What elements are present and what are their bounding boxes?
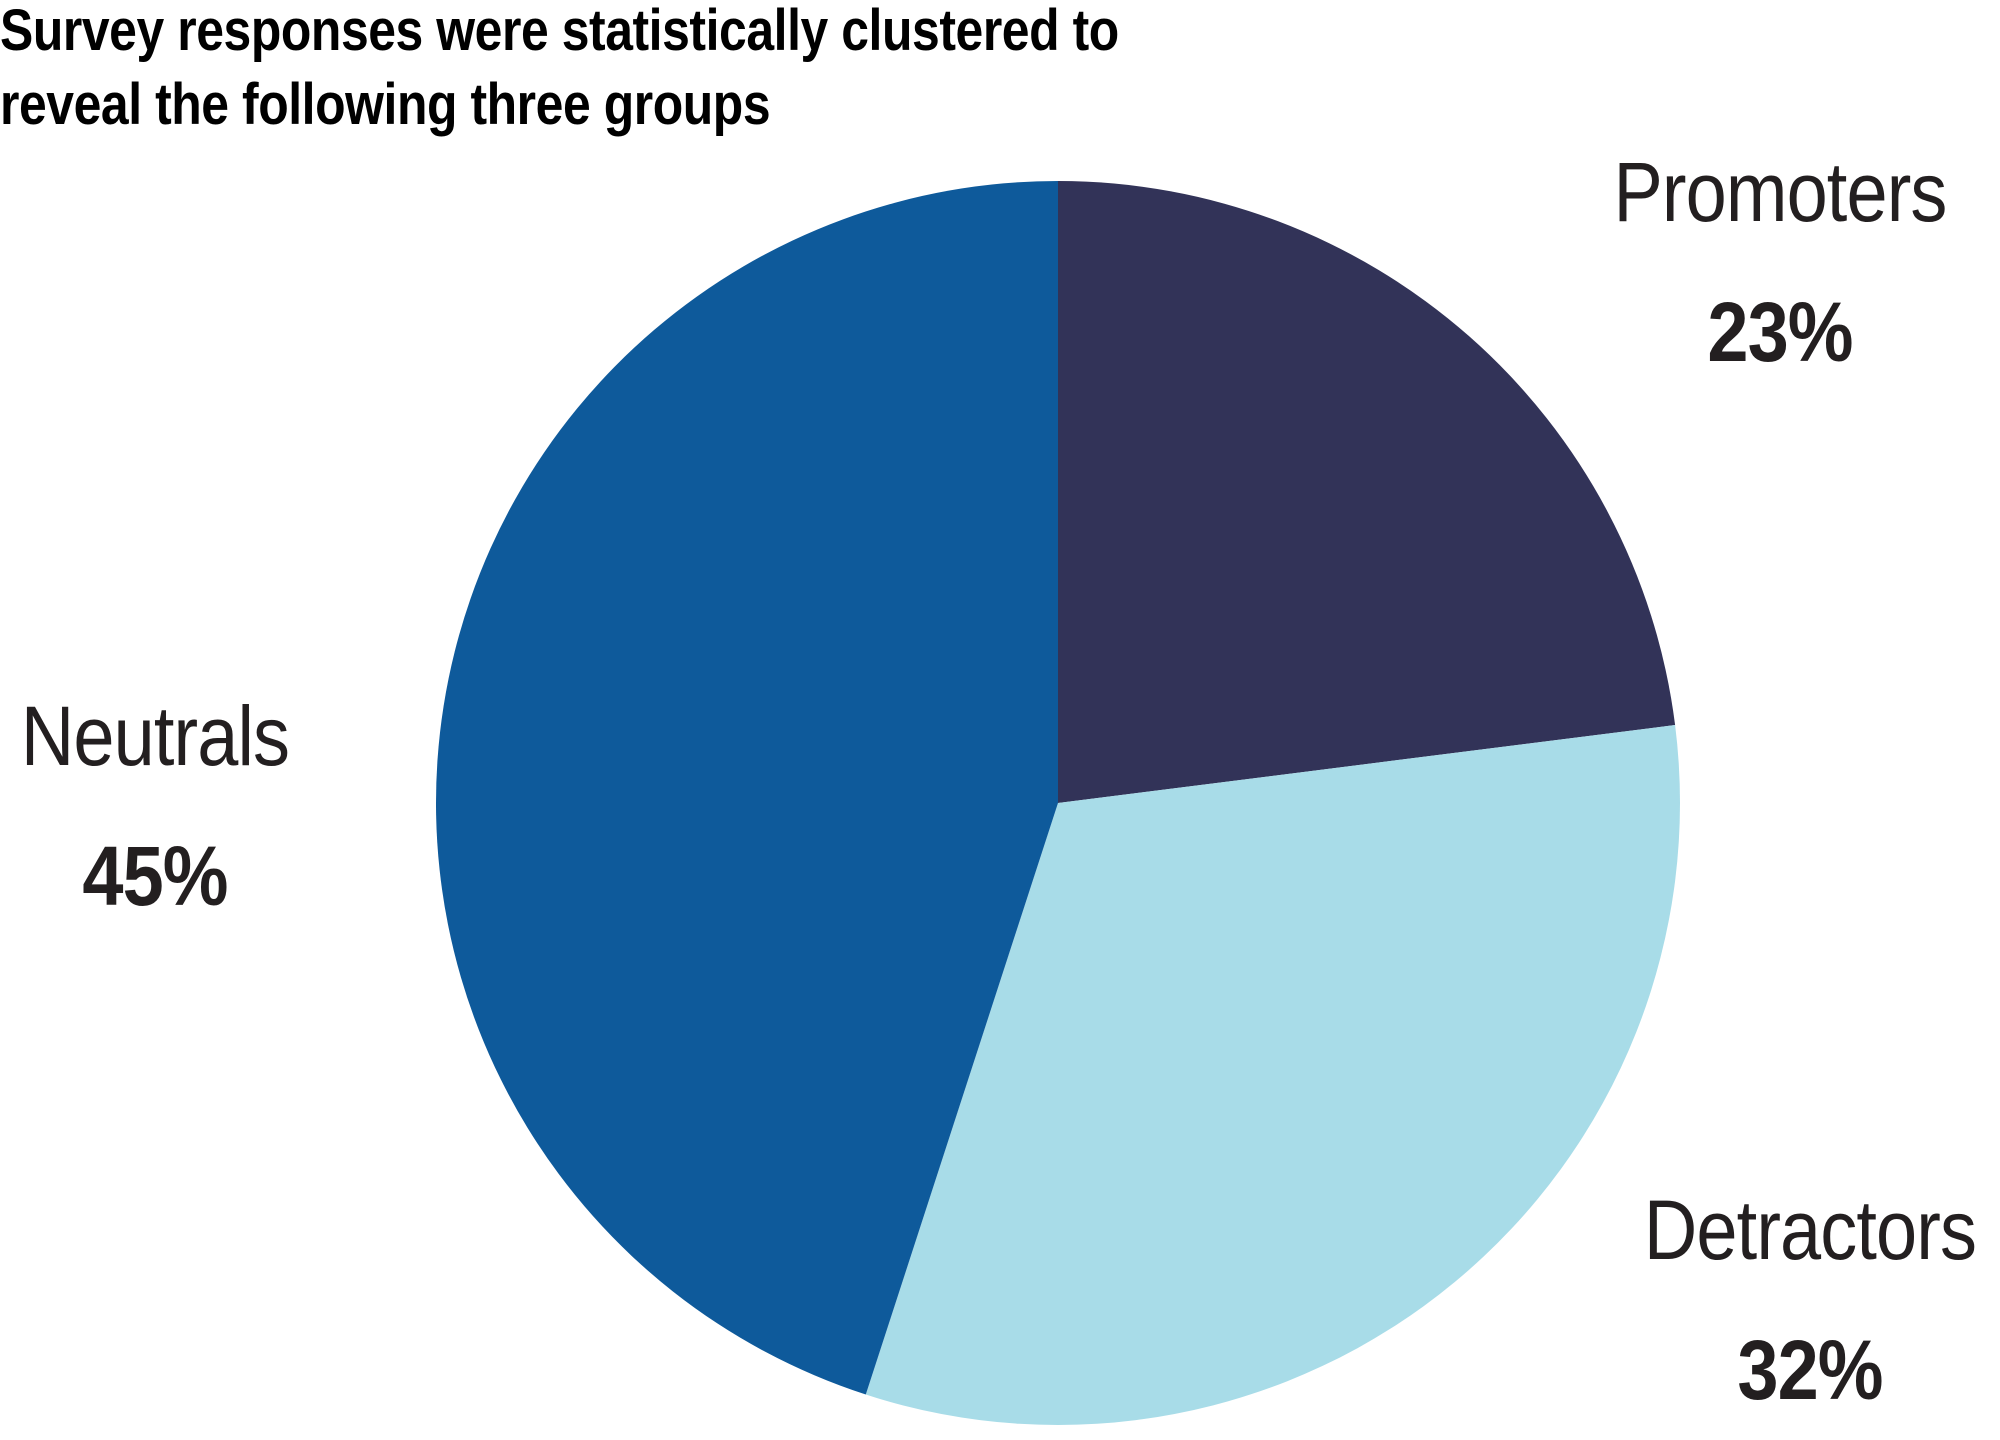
slice-percent-neutrals: 45% bbox=[82, 829, 228, 923]
slice-name-promoters: Promoters bbox=[1613, 145, 1947, 239]
label-detractors: Detractors 32% bbox=[1620, 1180, 2000, 1420]
label-promoters: Promoters 23% bbox=[1580, 142, 1980, 382]
chart-title: Survey responses were statistically clus… bbox=[0, 0, 1119, 137]
slice-name-neutrals: Neutrals bbox=[20, 689, 290, 783]
pie-slice-neutrals bbox=[436, 181, 1058, 1395]
label-neutrals: Neutrals 45% bbox=[0, 686, 310, 926]
slice-percent-detractors: 32% bbox=[1737, 1323, 1883, 1417]
pie-slice-detractors bbox=[865, 725, 1680, 1425]
pie-slice-promoters bbox=[1058, 181, 1676, 803]
slice-percent-promoters: 23% bbox=[1707, 285, 1853, 379]
slice-name-detractors: Detractors bbox=[1643, 1183, 1977, 1277]
